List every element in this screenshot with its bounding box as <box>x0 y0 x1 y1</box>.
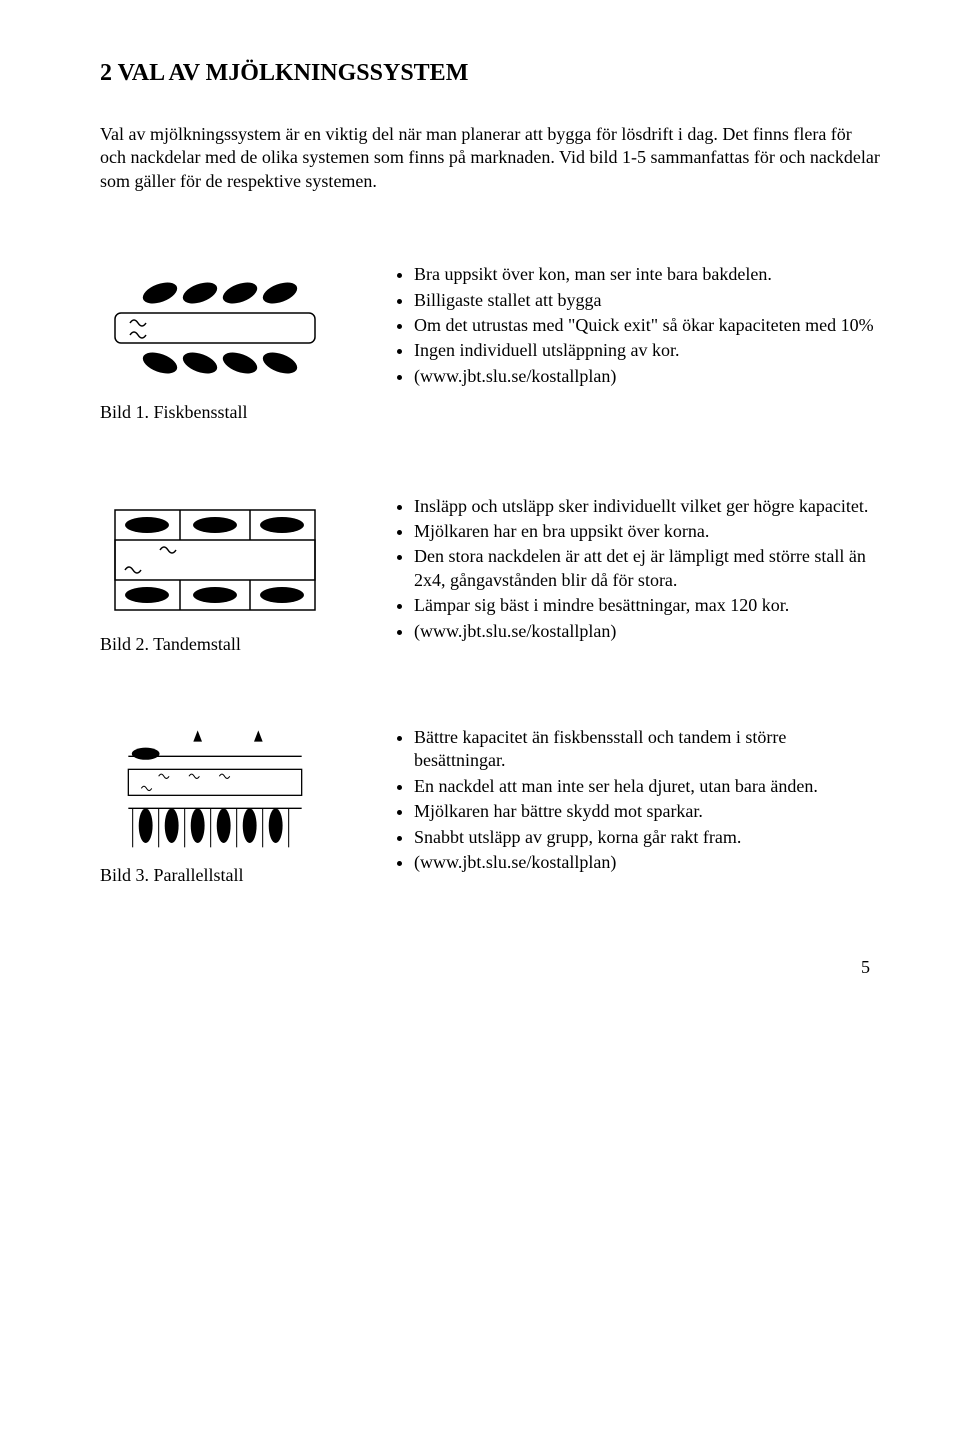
bullet-item: Snabbt utsläpp av grupp, korna går rakt … <box>414 826 880 849</box>
bullet-item: Bra uppsikt över kon, man ser inte bara … <box>414 263 880 286</box>
section-tandemstall: Bild 2. Tandemstall Insläpp och utsläpp … <box>100 495 880 656</box>
caption-fiskbensstall: Bild 1. Fiskbensstall <box>100 401 360 424</box>
intro-paragraph: Val av mjölkningssystem är en viktig del… <box>100 123 880 193</box>
caption-parallellstall: Bild 3. Parallellstall <box>100 864 360 887</box>
diagram-parallellstall <box>100 726 330 856</box>
bullet-item: Insläpp och utsläpp sker individuellt vi… <box>414 495 880 518</box>
diagram-tandemstall <box>100 495 330 625</box>
bullet-item: (www.jbt.slu.se/kostallplan) <box>414 620 880 643</box>
bullet-item: Om det utrustas med "Quick exit" så ökar… <box>414 314 880 337</box>
bullet-item: Ingen individuell utsläppning av kor. <box>414 339 880 362</box>
bullet-list: Insläpp och utsläpp sker individuellt vi… <box>390 495 880 643</box>
bullet-item: Den stora nackdelen är att det ej är läm… <box>414 545 880 592</box>
section-parallellstall: Bild 3. Parallellstall Bättre kapacitet … <box>100 726 880 887</box>
bullet-list: Bättre kapacitet än fiskbensstall och ta… <box>390 726 880 874</box>
right-column: Bättre kapacitet än fiskbensstall och ta… <box>390 726 880 876</box>
bullet-item: Bättre kapacitet än fiskbensstall och ta… <box>414 726 880 773</box>
section-fiskbensstall: Bild 1. Fiskbensstall Bra uppsikt över k… <box>100 263 880 424</box>
diagram-fiskbensstall <box>100 263 330 393</box>
bullet-item: Billigaste stallet att bygga <box>414 289 880 312</box>
bullet-item: Lämpar sig bäst i mindre besättningar, m… <box>414 594 880 617</box>
bullet-item: En nackdel att man inte ser hela djuret,… <box>414 775 880 798</box>
left-column: Bild 3. Parallellstall <box>100 726 360 887</box>
right-column: Insläpp och utsläpp sker individuellt vi… <box>390 495 880 645</box>
page-heading: 2 VAL AV MJÖLKNINGSSYSTEM <box>100 60 880 87</box>
bullet-list: Bra uppsikt över kon, man ser inte bara … <box>390 263 880 388</box>
bullet-item: (www.jbt.slu.se/kostallplan) <box>414 365 880 388</box>
bullet-item: Mjölkaren har bättre skydd mot sparkar. <box>414 800 880 823</box>
right-column: Bra uppsikt över kon, man ser inte bara … <box>390 263 880 390</box>
left-column: Bild 2. Tandemstall <box>100 495 360 656</box>
page-number: 5 <box>100 957 880 978</box>
left-column: Bild 1. Fiskbensstall <box>100 263 360 424</box>
bullet-item: (www.jbt.slu.se/kostallplan) <box>414 851 880 874</box>
bullet-item: Mjölkaren har en bra uppsikt över korna. <box>414 520 880 543</box>
caption-tandemstall: Bild 2. Tandemstall <box>100 633 360 656</box>
